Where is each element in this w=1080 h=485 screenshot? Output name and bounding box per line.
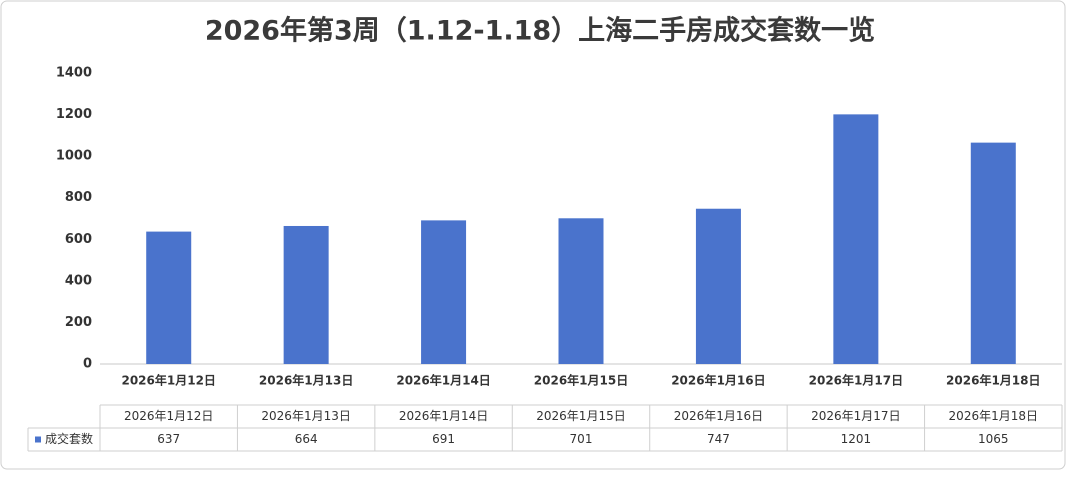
bar <box>421 220 467 364</box>
y-tick-label: 1000 <box>56 149 92 164</box>
y-tick-label: 1400 <box>56 66 92 81</box>
table-header: 2026年1月18日 <box>949 409 1038 423</box>
table-header: 2026年1月12日 <box>124 409 213 423</box>
table-value: 691 <box>432 432 455 446</box>
table-header: 2026年1月15日 <box>536 409 625 423</box>
y-tick-label: 200 <box>65 315 92 330</box>
table-value: 1201 <box>841 432 872 446</box>
table-header: 2026年1月13日 <box>261 409 350 423</box>
table-header: 2026年1月14日 <box>399 409 488 423</box>
y-tick-label: 0 <box>83 357 92 372</box>
chart-frame <box>0 0 1066 470</box>
x-tick-label: 2026年1月15日 <box>534 373 628 388</box>
x-tick-label: 2026年1月17日 <box>809 373 903 388</box>
x-tick-label: 2026年1月18日 <box>946 373 1040 388</box>
bar <box>695 208 741 364</box>
table-value: 701 <box>570 432 593 446</box>
chart-title: 2026年第3周（1.12-1.18）上海二手房成交套数一览 <box>205 15 875 47</box>
table-value: 664 <box>295 432 318 446</box>
y-tick-label: 1200 <box>56 107 92 122</box>
table-value: 747 <box>707 432 730 446</box>
x-tick-label: 2026年1月14日 <box>396 373 490 388</box>
x-tick-label: 2026年1月16日 <box>671 373 765 388</box>
x-tick-label: 2026年1月12日 <box>121 373 215 388</box>
bar <box>283 225 329 364</box>
legend-swatch <box>35 436 41 443</box>
bar <box>146 231 192 364</box>
table-header: 2026年1月16日 <box>674 409 763 423</box>
bar <box>833 114 879 364</box>
y-tick-label: 600 <box>65 232 92 247</box>
bar <box>558 218 604 364</box>
y-tick-label: 400 <box>65 273 92 288</box>
table-value: 637 <box>157 432 180 446</box>
x-tick-label: 2026年1月13日 <box>259 373 353 388</box>
legend-label: 成交套数 <box>45 431 93 446</box>
y-tick-label: 800 <box>65 190 92 205</box>
bar <box>970 142 1016 364</box>
table-value: 1065 <box>978 432 1009 446</box>
table-header: 2026年1月17日 <box>811 409 900 423</box>
